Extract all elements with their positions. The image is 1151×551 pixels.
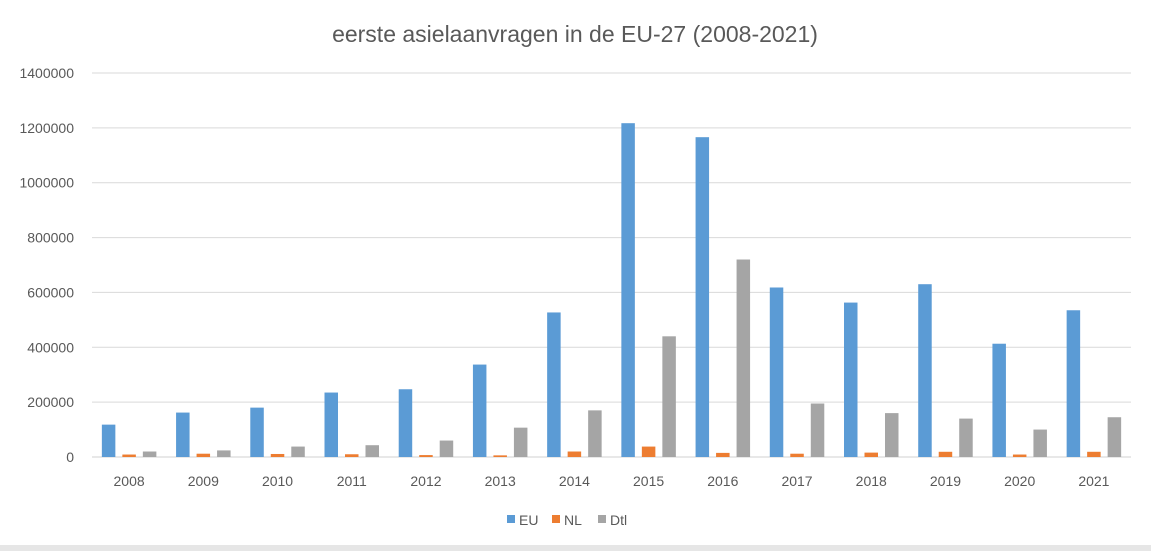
bar-eu-2018 [844, 302, 858, 457]
bar-nl-2012 [419, 455, 433, 457]
chart-title: eerste asielaanvragen in de EU-27 (2008-… [332, 21, 818, 47]
legend-label-nl: NL [564, 512, 582, 528]
bar-nl-2020 [1012, 454, 1027, 457]
bar-dtl-2016 [736, 259, 751, 457]
y-tick-label: 600000 [27, 284, 74, 300]
y-tick-label: 400000 [27, 339, 74, 355]
bar-nl-2014 [567, 451, 582, 457]
legend-label-dtl: Dtl [610, 512, 627, 528]
bar-nl-2010 [270, 453, 285, 457]
bar-dtl-2021 [1107, 417, 1122, 457]
bottom-border [0, 545, 1151, 551]
bar-nl-2021 [1087, 451, 1101, 457]
bar-eu-2012 [398, 389, 413, 457]
bar-eu-2013 [472, 364, 487, 457]
x-tick-label: 2008 [114, 473, 145, 489]
bar-nl-2019 [938, 451, 953, 457]
legend: EU NL Dtl [507, 512, 627, 528]
bar-nl-2016 [716, 452, 730, 457]
x-tick-label: 2020 [1004, 473, 1035, 489]
bar-dtl-2017 [810, 403, 825, 457]
x-tick-label: 2016 [707, 473, 738, 489]
x-tick-label: 2017 [781, 473, 812, 489]
x-tick-label: 2011 [337, 473, 367, 489]
y-axis-tick-labels: 0 200000 400000 600000 800000 1000000 1200000 1… [19, 65, 74, 465]
y-tick-label: 1200000 [19, 120, 74, 136]
bar-nl-2015 [641, 446, 656, 457]
bar-dtl-2020 [1033, 429, 1047, 457]
bar-eu-2017 [769, 287, 784, 457]
bar-eu-2010 [250, 407, 264, 457]
x-tick-label: 2018 [856, 473, 887, 489]
x-tick-label: 2010 [262, 473, 293, 489]
bar-eu-2009 [176, 412, 190, 457]
x-tick-label: 2009 [188, 473, 219, 489]
y-tick-label: 200000 [27, 394, 74, 410]
bar-eu-2015 [621, 123, 635, 458]
y-tick-label: 1000000 [19, 175, 74, 191]
bar-dtl-2015 [662, 336, 676, 457]
bar-dtl-2010 [291, 446, 305, 457]
bar-nl-2013 [493, 455, 507, 457]
bar-nl-2011 [345, 454, 359, 457]
x-tick-label: 2021 [1078, 473, 1109, 489]
bar-dtl-2012 [439, 440, 454, 457]
legend-swatch-nl [552, 515, 560, 523]
bars [101, 123, 1122, 458]
legend-swatch-dtl [598, 515, 606, 523]
bar-dtl-2014 [588, 410, 602, 457]
y-tick-label: 1400000 [19, 65, 74, 81]
bar-nl-2009 [196, 453, 211, 457]
bar-dtl-2019 [959, 418, 973, 457]
bar-dtl-2008 [142, 451, 157, 457]
bar-eu-2008 [101, 424, 116, 457]
bar-dtl-2011 [365, 445, 379, 457]
gridlines [92, 72, 1131, 458]
bar-eu-2021 [1066, 310, 1081, 457]
x-tick-label: 2012 [410, 473, 441, 489]
bar-eu-2020 [992, 343, 1006, 457]
legend-swatch-eu [507, 515, 515, 523]
bar-nl-2008 [122, 454, 136, 457]
bar-eu-2016 [695, 137, 710, 457]
x-tick-label: 2015 [633, 473, 664, 489]
legend-label-eu: EU [519, 512, 538, 528]
bar-dtl-2018 [885, 413, 899, 457]
x-tick-label: 2014 [559, 473, 590, 489]
x-tick-label: 2013 [485, 473, 516, 489]
bar-eu-2019 [918, 284, 932, 457]
bar-eu-2011 [324, 392, 338, 457]
bar-dtl-2013 [513, 427, 528, 457]
x-axis-tick-labels: 2008 2009 2010 2011 2012 2013 2014 2015 2016 2017… [114, 473, 1110, 489]
y-tick-label: 0 [66, 449, 74, 465]
x-tick-label: 2019 [930, 473, 961, 489]
y-tick-label: 800000 [27, 230, 74, 246]
bar-dtl-2009 [217, 450, 231, 457]
bar-nl-2018 [864, 452, 878, 457]
bar-nl-2017 [790, 453, 804, 457]
bar-eu-2014 [547, 312, 561, 457]
